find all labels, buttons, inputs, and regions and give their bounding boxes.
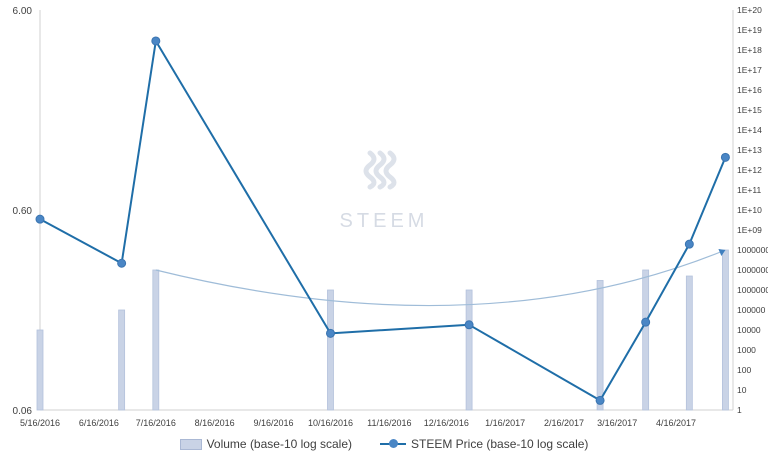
price-point: [641, 317, 651, 327]
right-tick-label: 1000: [737, 345, 756, 355]
legend-item-price: STEEM Price (base-10 log scale): [380, 437, 588, 451]
right-tick-label: 10000000: [737, 265, 768, 275]
volume-bar: [118, 309, 126, 411]
right-tick-label: 1E+12: [737, 165, 762, 175]
right-tick-label: 1000000: [737, 285, 768, 295]
x-tick-label: 7/16/2016: [136, 418, 176, 428]
x-tick-label: 4/16/2017: [656, 418, 696, 428]
x-tick-label: 3/16/2017: [597, 418, 637, 428]
x-tick-label: 10/16/2016: [308, 418, 353, 428]
right-tick-label: 1E+17: [737, 65, 762, 75]
legend-item-volume: Volume (base-10 log scale): [179, 437, 352, 451]
right-tick-label: 100: [737, 365, 751, 375]
x-tick-label: 5/16/2016: [20, 418, 60, 428]
volume-trendline: [155, 249, 726, 307]
price-point: [720, 152, 730, 162]
right-tick-label: 1E+16: [737, 85, 762, 95]
x-tick-label: 12/16/2016: [424, 418, 469, 428]
x-tick-label: 1/16/2017: [485, 418, 525, 428]
volume-bar: [327, 289, 334, 411]
trendline-arrow: [718, 249, 726, 256]
watermark-stroke: [383, 150, 397, 190]
steem-watermark: STEEM: [340, 150, 429, 232]
legend-label-volume: Volume (base-10 log scale): [206, 437, 352, 451]
x-tick-label: 8/16/2016: [195, 418, 235, 428]
price-point: [325, 328, 335, 338]
legend-label-price: STEEM Price (base-10 log scale): [411, 437, 589, 451]
volume-bar: [465, 289, 473, 411]
right-tick-label: 10000: [737, 325, 761, 335]
volume-bar: [596, 280, 604, 411]
right-tick-label: 1E+19: [737, 25, 762, 35]
x-tick-label: 2/16/2017: [544, 418, 584, 428]
price-point: [35, 214, 45, 224]
volume-bar: [152, 269, 160, 411]
left-tick-label: 0.06: [13, 406, 33, 417]
price-swatch: [380, 439, 406, 449]
legend: Volume (base-10 log scale) STEEM Price (…: [0, 434, 768, 454]
right-tick-label: 1E+11: [737, 185, 761, 195]
x-tick-label: 9/16/2016: [254, 418, 294, 428]
price-point: [684, 239, 694, 249]
right-tick-label: 1E+10: [737, 205, 762, 215]
right-tick-label: 10: [737, 385, 747, 395]
right-tick-label: 100000000: [737, 245, 768, 255]
volume-swatch: [179, 438, 202, 450]
left-tick-label: 6.00: [13, 6, 33, 17]
price-point: [117, 258, 127, 268]
price-point: [464, 320, 474, 330]
volume-bar: [722, 249, 729, 411]
right-tick-label: 100000: [737, 305, 766, 315]
right-tick-label: 1E+14: [737, 125, 762, 135]
price-point: [595, 395, 605, 405]
volume-bar: [685, 275, 693, 411]
right-tick-label: 1: [737, 405, 742, 415]
x-tick-label: 11/16/2016: [367, 418, 411, 428]
watermark-stroke: [363, 150, 377, 190]
right-tick-label: 1E+20: [737, 5, 762, 15]
right-tick-label: 1E+15: [737, 105, 762, 115]
watermark-stroke: [373, 150, 387, 190]
right-tick-label: 1E+09: [737, 225, 762, 235]
right-tick-label: 1E+18: [737, 45, 762, 55]
left-tick-label: 0.60: [13, 206, 33, 217]
volume-bar: [36, 329, 44, 411]
volume-bar: [642, 269, 650, 411]
right-tick-label: 1E+13: [737, 145, 762, 155]
price-point: [151, 36, 161, 46]
watermark-text: STEEM: [340, 210, 429, 232]
x-tick-label: 6/16/2016: [79, 418, 119, 428]
